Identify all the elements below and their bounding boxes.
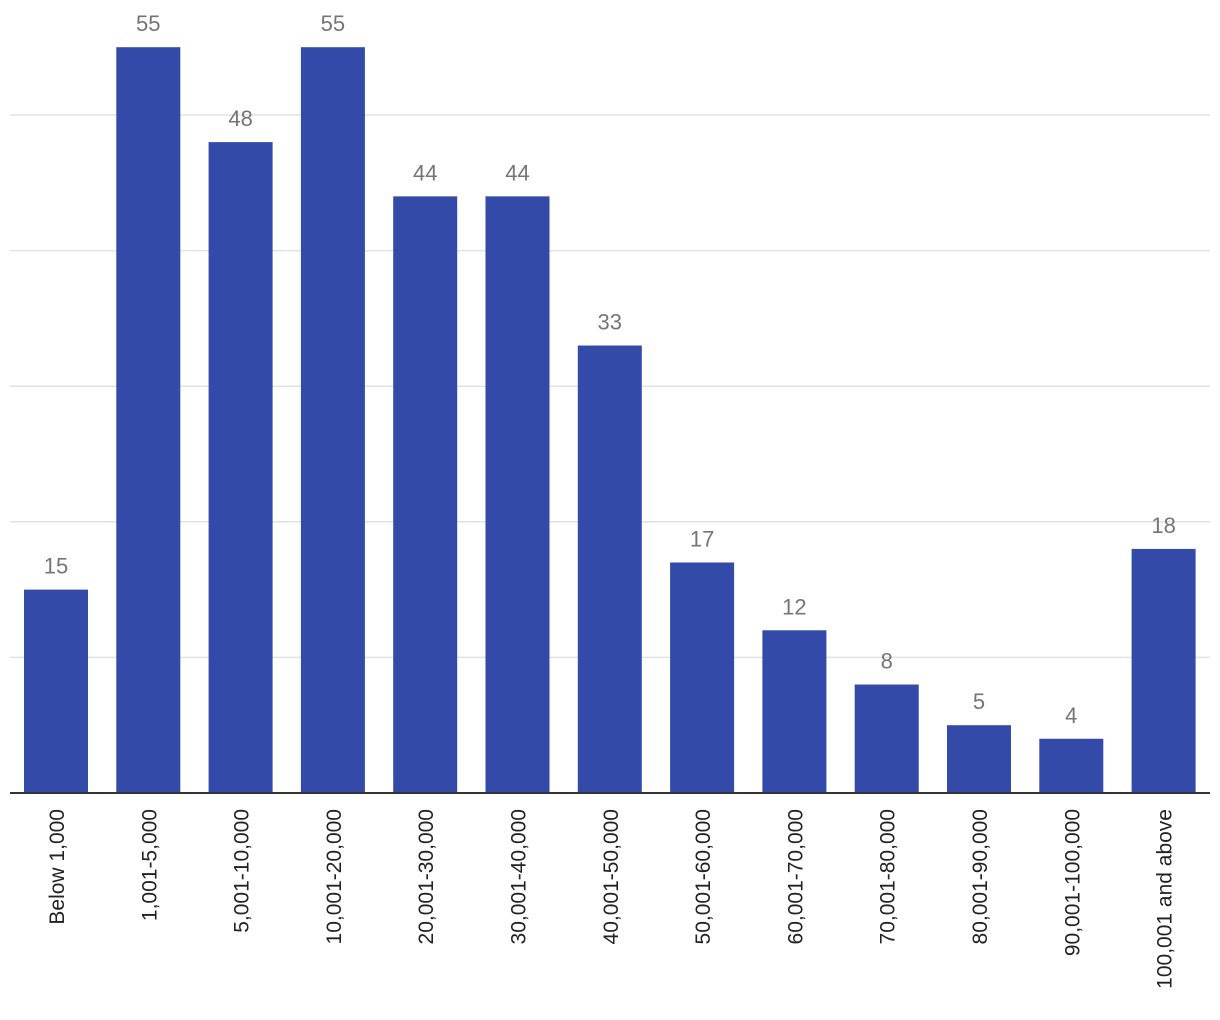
- x-tick-label: 1,001-5,000: [138, 809, 161, 921]
- data-label: 55: [136, 11, 160, 36]
- x-tick-label: 100,001 and above: [1154, 809, 1177, 989]
- data-label: 17: [690, 526, 714, 551]
- data-label: 4: [1065, 703, 1077, 728]
- data-label: 48: [228, 106, 252, 131]
- bar[interactable]: [208, 142, 273, 793]
- bar[interactable]: [762, 630, 827, 793]
- data-label: 33: [598, 310, 622, 335]
- data-label: 15: [44, 554, 68, 579]
- x-tick-label: 80,001-90,000: [969, 809, 992, 944]
- bar[interactable]: [485, 196, 550, 794]
- x-tick-label: 10,001-20,000: [323, 809, 346, 944]
- x-tick-label: Below 1,000: [46, 809, 69, 925]
- bar[interactable]: [577, 345, 642, 793]
- data-label: 55: [321, 11, 345, 36]
- bar[interactable]: [947, 725, 1011, 793]
- bar[interactable]: [24, 589, 88, 793]
- data-label: 12: [782, 594, 806, 619]
- bar[interactable]: [1039, 738, 1104, 793]
- x-axis-tick-labels: Below 1,000 1,001-5,000 5,001-10,000 10,001…: [46, 809, 1177, 989]
- data-label: 8: [881, 649, 893, 674]
- data-labels: 15 55 48 55 44 44 33 17 12 8 5 4 18: [44, 11, 1176, 728]
- x-tick-label: 20,001-30,000: [415, 809, 438, 944]
- bar[interactable]: [670, 562, 735, 793]
- data-label: 44: [505, 160, 529, 185]
- x-tick-label: 70,001-80,000: [877, 809, 900, 944]
- x-tick-label: 90,001-100,000: [1061, 809, 1084, 956]
- x-tick-label: 60,001-70,000: [784, 809, 807, 944]
- data-label: 18: [1151, 513, 1175, 538]
- bar[interactable]: [300, 47, 365, 793]
- bar[interactable]: [1131, 548, 1196, 793]
- data-label: 44: [413, 160, 437, 185]
- bars: [24, 47, 1196, 794]
- bar[interactable]: [854, 684, 919, 793]
- bar[interactable]: [116, 47, 181, 793]
- data-label: 5: [973, 689, 985, 714]
- x-tick-label: 5,001-10,000: [231, 809, 254, 933]
- x-tick-label: 50,001-60,000: [692, 809, 715, 944]
- bar[interactable]: [393, 196, 458, 794]
- x-tick-label: 40,001-50,000: [600, 809, 623, 944]
- x-tick-label: 30,001-40,000: [508, 809, 531, 944]
